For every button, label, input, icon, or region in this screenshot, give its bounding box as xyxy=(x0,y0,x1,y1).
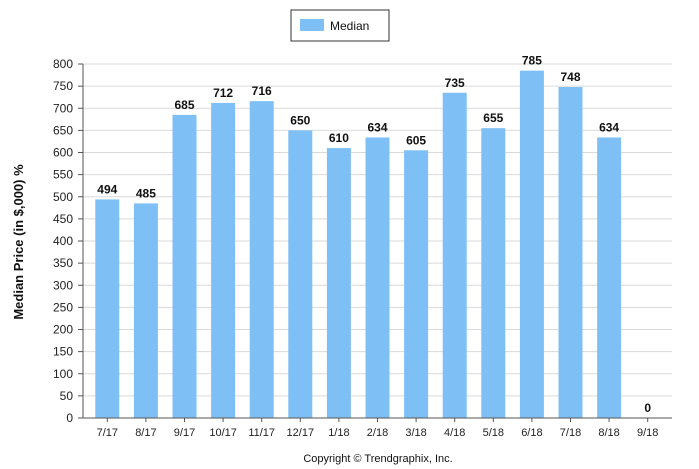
y-tick-label: 450 xyxy=(53,212,73,226)
y-tick-label: 250 xyxy=(53,300,73,314)
y-tick-label: 150 xyxy=(53,345,73,359)
bar xyxy=(172,114,197,418)
x-tick-label: 2/18 xyxy=(367,427,388,439)
data-label: 634 xyxy=(599,120,619,134)
y-tick-label: 350 xyxy=(53,256,73,270)
x-tick-label: 8/17 xyxy=(135,427,156,439)
bar xyxy=(326,148,351,418)
bar xyxy=(211,102,236,418)
bar xyxy=(442,92,467,418)
data-label: 712 xyxy=(213,86,233,100)
data-label: 494 xyxy=(97,182,117,196)
x-tick-label: 12/17 xyxy=(287,427,315,439)
bar xyxy=(404,150,429,418)
y-tick-label: 0 xyxy=(66,411,73,425)
data-label: 785 xyxy=(522,54,542,68)
data-label: 0 xyxy=(644,401,651,415)
y-tick-label: 500 xyxy=(53,190,73,204)
y-tick-labels: 0 50 100 150 200 250 300 350 400 450 500 550 600 650 7… xyxy=(53,57,73,425)
bar xyxy=(481,128,506,418)
data-label: 655 xyxy=(483,111,503,125)
bar xyxy=(133,203,158,418)
x-tick-label: 5/18 xyxy=(483,427,504,439)
bars xyxy=(95,70,622,419)
x-tick-label: 9/18 xyxy=(637,427,658,439)
x-tick-label: 11/17 xyxy=(248,427,275,439)
copyright-text: Copyright © Trendgraphix, Inc. xyxy=(303,453,452,465)
data-label: 685 xyxy=(174,98,194,112)
x-tick-label: 7/17 xyxy=(97,427,118,439)
y-tick-label: 200 xyxy=(53,323,73,337)
bar xyxy=(288,130,313,418)
data-labels: 494 485 685 712 716 650 610 634 605 735 655 785 748 6… xyxy=(97,54,651,415)
data-label: 610 xyxy=(329,131,349,145)
bar xyxy=(597,137,622,418)
x-tick-label: 1/18 xyxy=(328,427,349,439)
y-axis-label: Median Price (in $,000) % xyxy=(11,164,26,320)
y-tick-label: 750 xyxy=(53,79,73,93)
y-tick-label: 300 xyxy=(53,278,73,292)
bar xyxy=(249,101,274,419)
bar xyxy=(95,199,120,418)
y-tick-label: 50 xyxy=(60,389,74,403)
legend: Median xyxy=(290,9,390,42)
axes xyxy=(82,64,672,422)
x-tick-label: 9/17 xyxy=(174,427,195,439)
x-tick-label: 4/18 xyxy=(444,427,465,439)
data-label: 605 xyxy=(406,133,426,147)
bar xyxy=(558,87,583,418)
data-label: 650 xyxy=(290,113,310,127)
legend-label-median: Median xyxy=(330,19,369,33)
bar xyxy=(519,70,544,418)
x-tick-label: 8/18 xyxy=(598,427,619,439)
data-label: 748 xyxy=(560,70,580,84)
y-tick-label: 650 xyxy=(53,123,73,137)
y-tick-label: 400 xyxy=(53,234,73,248)
y-tick-label: 800 xyxy=(53,57,73,71)
data-label: 735 xyxy=(445,76,465,90)
bar xyxy=(365,137,390,418)
x-tick-label: 3/18 xyxy=(405,427,426,439)
data-label: 716 xyxy=(252,84,272,98)
y-tick-label: 700 xyxy=(53,101,73,115)
x-tick-label: 7/18 xyxy=(560,427,581,439)
data-label: 485 xyxy=(136,186,156,200)
y-tick-label: 100 xyxy=(53,367,73,381)
y-tick-label: 550 xyxy=(53,168,73,182)
y-tick-label: 600 xyxy=(53,146,73,160)
x-tick-label: 6/18 xyxy=(521,427,542,439)
data-label: 634 xyxy=(367,120,387,134)
x-tick-label: 10/17 xyxy=(209,427,237,439)
legend-swatch xyxy=(300,19,324,31)
x-tick-labels: 7/17 8/17 9/17 10/17 11/17 12/17 1/18 2/18 3/18 4… xyxy=(97,427,659,439)
